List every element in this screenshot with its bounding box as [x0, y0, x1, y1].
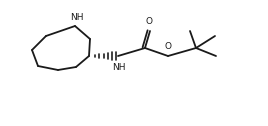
Text: O: O — [165, 42, 172, 51]
Text: O: O — [146, 17, 152, 26]
Text: NH: NH — [70, 13, 84, 22]
Text: NH: NH — [112, 63, 126, 72]
